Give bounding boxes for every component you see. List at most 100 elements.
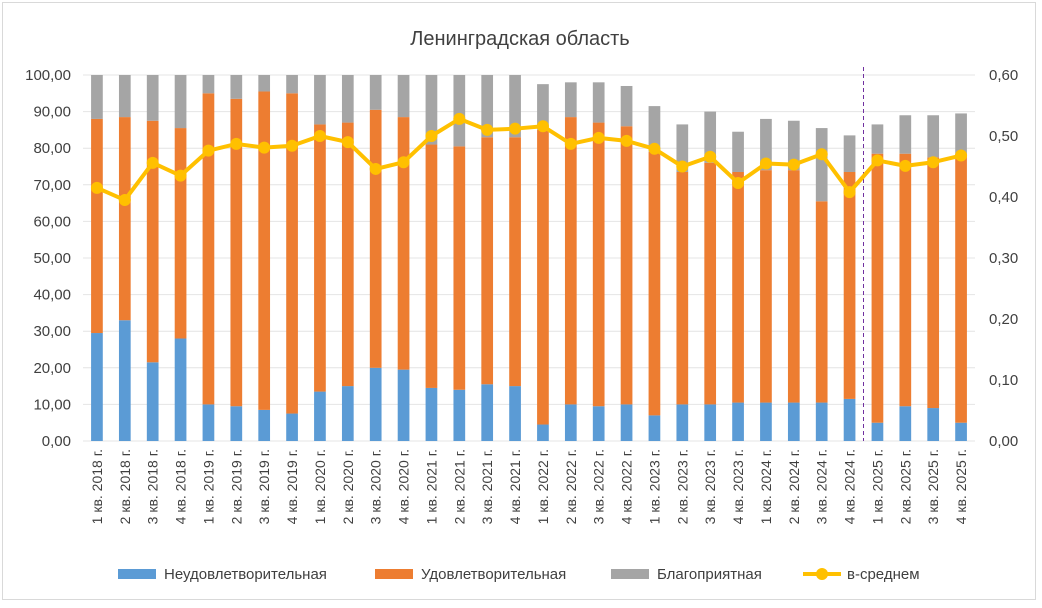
bar-segment	[787, 402, 800, 441]
average-point	[202, 144, 215, 157]
bar-segment	[704, 404, 717, 441]
x-tick-label: 1 кв. 2018 г.	[89, 449, 105, 524]
bar-segment	[481, 384, 494, 441]
bars	[91, 75, 967, 441]
bar-segment	[732, 171, 744, 403]
average-point	[843, 186, 856, 199]
x-tick-label: 4 кв. 2021 г.	[507, 449, 523, 524]
bar-segment	[927, 157, 940, 409]
y-tick-label: 80,00	[33, 140, 71, 157]
bar-segment	[815, 201, 828, 403]
bar-segment	[202, 93, 215, 405]
average-point	[313, 130, 326, 142]
bar-segment	[843, 398, 856, 441]
bar-segment	[146, 362, 159, 441]
legend-swatch	[375, 569, 413, 579]
average-point	[899, 159, 912, 172]
bar-segment	[286, 93, 298, 414]
x-tick-label: 2 кв. 2023 г.	[674, 449, 690, 524]
average-point	[871, 154, 884, 167]
bar-segment	[899, 115, 912, 154]
bar-segment	[760, 170, 772, 403]
bar-segment	[509, 75, 521, 138]
bar-segment	[871, 422, 884, 441]
bar-segment	[537, 129, 549, 425]
x-tick-label: 4 кв. 2025 г.	[953, 449, 969, 524]
bar-segment	[676, 124, 689, 172]
bar-segment	[871, 124, 884, 154]
y-tick-label: 40,00	[33, 287, 71, 304]
x-tick-label: 4 кв. 2023 г.	[730, 449, 746, 524]
bar-segment	[174, 338, 187, 441]
bar-segment	[146, 75, 159, 121]
bar-segment	[174, 128, 187, 339]
x-tick-label: 1 кв. 2023 г.	[646, 449, 662, 524]
bar-segment	[286, 75, 298, 94]
bar-segment	[704, 162, 717, 405]
y2-tick-label: 0,50	[989, 128, 1018, 145]
legend-swatch	[611, 569, 649, 579]
average-point	[509, 122, 522, 135]
bar-segment	[258, 91, 271, 410]
legend: Неудовлетворительная Удовлетворительная Бл…	[118, 566, 920, 583]
bar-segment	[620, 404, 633, 441]
bar-segment	[369, 367, 382, 441]
bar-segment	[815, 128, 828, 202]
y-tick-label: 20,00	[33, 360, 71, 377]
bar-segment	[927, 115, 940, 158]
bar-segment	[704, 111, 717, 163]
x-tick-label: 3 кв. 2024 г.	[814, 449, 830, 524]
average-point	[620, 134, 633, 147]
bar-segment	[509, 386, 521, 441]
bar-segment	[91, 118, 103, 334]
bar-segment	[230, 406, 243, 441]
x-tick-label: 2 кв. 2018 г.	[117, 449, 133, 524]
bar-segment	[118, 320, 131, 441]
bar-segment	[955, 113, 967, 154]
y-tick-label: 100,00	[25, 67, 71, 84]
x-tick-label: 2 кв. 2021 г.	[451, 449, 467, 524]
bar-segment	[732, 131, 744, 172]
bar-segment	[258, 75, 271, 92]
legend-item: Удовлетворительная	[375, 566, 566, 583]
legend-label: Удовлетворительная	[421, 566, 566, 583]
bar-segment	[314, 124, 326, 392]
average-point	[118, 194, 131, 207]
bar-segment	[397, 117, 410, 370]
chart-title: Ленинградская область	[410, 28, 629, 50]
y2-tick-label: 0,20	[989, 311, 1018, 328]
x-tick-label: 3 кв. 2019 г.	[256, 449, 272, 524]
bar-segment	[787, 120, 800, 171]
bar-segment	[91, 75, 103, 119]
chart-frame: Ленинградская область 0,00 10,00 20,00 30,0…	[2, 2, 1036, 600]
legend-label: Неудовлетворительная	[164, 566, 327, 583]
x-tick-label: 4 кв. 2020 г.	[396, 449, 412, 524]
y2-tick-label: 0,00	[989, 433, 1018, 450]
bar-segment	[118, 75, 131, 118]
bar-segment	[397, 75, 410, 118]
x-tick-label: 2 кв. 2020 г.	[340, 449, 356, 524]
average-point	[592, 131, 605, 144]
y2-tick-label: 0,60	[989, 67, 1018, 84]
average-line	[90, 112, 968, 207]
average-point	[815, 148, 828, 161]
x-tick-label: 3 кв. 2018 г.	[145, 449, 161, 524]
chart-svg: Ленинградская область 0,00 10,00 20,00 30,0…	[25, 28, 1018, 583]
y-axis-left: 0,00 10,00 20,00 30,00 40,00 50,00 60,00 70,00 8…	[25, 67, 71, 450]
bar-segment	[843, 135, 856, 172]
legend-swatch	[118, 569, 156, 579]
y2-tick-label: 0,10	[989, 372, 1018, 389]
bar-segment	[564, 404, 577, 441]
gridlines	[83, 74, 975, 442]
average-point	[927, 156, 940, 169]
x-tick-label: 1 кв. 2025 г.	[869, 449, 885, 524]
average-point	[369, 162, 382, 175]
y-axis-right: 0,00 0,10 0,20 0,30 0,40 0,50 0,60	[989, 67, 1018, 450]
bar-segment	[509, 137, 521, 387]
bar-segment	[592, 122, 605, 407]
bar-segment	[815, 402, 828, 441]
legend-label: Благоприятная	[657, 566, 762, 583]
x-axis: 1 кв. 2018 г. 2 кв. 2018 г. 3 кв. 2018 г. 4…	[89, 449, 969, 524]
bar-segment	[425, 75, 438, 145]
bar-segment	[676, 171, 689, 405]
